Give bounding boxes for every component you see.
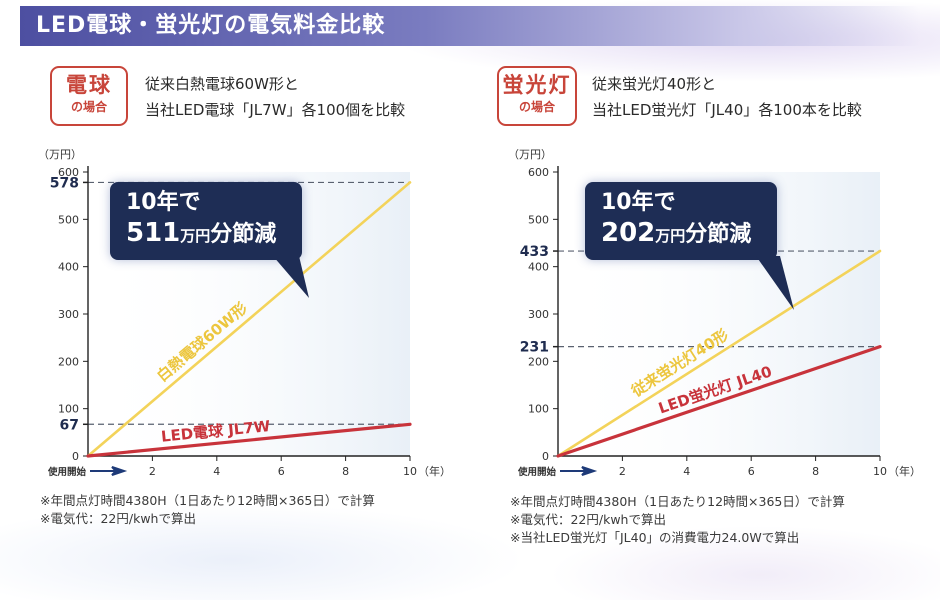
fluorescent-callout-pointer: [756, 256, 794, 310]
bulb-badge-sub: の場合: [70, 100, 107, 114]
bulb-callout-line2: 511万円分節減: [126, 218, 286, 251]
bulb-note-1: ※年間点灯時間4380H（1日あたり12時間×365日）で計算: [40, 493, 375, 508]
fluorescent-series-line-legacy: [556, 249, 882, 458]
bulb-x-unit-label: （年）: [418, 464, 451, 478]
fluorescent-badge-main: 蛍光灯: [502, 73, 572, 97]
fluorescent-reference-label: 433: [520, 244, 549, 260]
bulb-callout-rest: 分節減: [210, 222, 277, 247]
fluorescent-callout-line2: 202万円分節減: [601, 218, 761, 251]
bulb-x-tick-label: 8: [342, 465, 349, 478]
fluorescent-y-tick-label: 300: [528, 308, 549, 321]
fluorescent-note-3: ※当社LED蛍光灯「JL40」の消費電力24.0Wで算出: [510, 530, 800, 545]
bulb-y-unit-label: （万円）: [38, 148, 82, 161]
bulb-callout-line1: 10年で: [126, 190, 201, 215]
fluorescent-start-arrow-icon: [560, 466, 598, 476]
fluorescent-series-line-led: [556, 345, 882, 458]
fluorescent-badge-sub: の場合: [518, 100, 555, 114]
bulb-y-tick-label: 500: [58, 213, 79, 226]
bulb-callout-amount: 511: [126, 218, 181, 248]
fluorescent-y-tick-label: 600: [528, 166, 549, 179]
bulb-badge-main: 電球: [66, 73, 112, 97]
fluorescent-x-tick-label: 10: [873, 465, 887, 478]
bulb-y-tick-label: 600: [58, 166, 79, 179]
fluorescent-y-tick-label: 100: [528, 403, 549, 416]
fluorescent-reference-label: 231: [520, 340, 549, 356]
page-title: LED電球・蛍光灯の電気料金比較: [36, 13, 386, 38]
bulb-x-tick-label: 6: [278, 465, 285, 478]
bulb-x-tick-label: 4: [213, 465, 220, 478]
bulb-savings-callout: 10年で 511万円分節減: [110, 182, 302, 260]
bulb-y-tick-label: 0: [72, 450, 79, 463]
bulb-callout-pointer: [273, 256, 309, 298]
bulb-reference-label: 67: [60, 417, 79, 433]
fluorescent-x-tick-label: 8: [812, 465, 819, 478]
fluorescent-x-tick-label: 6: [748, 465, 755, 478]
fluorescent-savings-callout: 10年で 202万円分節減: [585, 182, 777, 260]
bulb-start-arrow-icon: [90, 466, 128, 476]
bulb-x-start-label: 使用開始: [47, 466, 87, 478]
bulb-x-tick-label: 2: [149, 465, 156, 478]
fluorescent-x-start-label: 使用開始: [517, 466, 557, 478]
fluorescent-x-unit-label: （年）: [888, 464, 921, 478]
fluorescent-y-unit-label: （万円）: [508, 148, 552, 161]
header-band: [20, 6, 920, 46]
fluorescent-comparison-line2: 当社LED蛍光灯「JL40」各100本を比較: [592, 101, 862, 119]
bulb-y-tick-label: 100: [58, 403, 79, 416]
bulb-comparison-line2: 当社LED電球「JL7W」各100個を比較: [145, 101, 406, 119]
fluorescent-x-tick-label: 4: [683, 465, 690, 478]
bulb-series-line-led: [86, 422, 412, 458]
bulb-callout-unit: 万円: [180, 227, 211, 245]
fluorescent-callout-amount: 202: [601, 218, 656, 248]
bulb-series-line-legacy: [86, 181, 412, 458]
bulb-y-tick-label: 300: [58, 308, 79, 321]
fluorescent-comparison-line1: 従来蛍光灯40形と: [592, 75, 717, 93]
fluorescent-y-tick-label: 500: [528, 213, 549, 226]
fluorescent-callout-line1: 10年で: [601, 190, 676, 215]
bulb-type-badge: 電球 の場合: [50, 66, 128, 126]
bulb-note-2: ※電気代：22円/kwhで算出: [40, 511, 196, 526]
bulb-y-tick-label: 400: [58, 261, 79, 274]
fluorescent-type-badge: 蛍光灯 の場合: [497, 66, 577, 126]
bulb-y-tick-label: 200: [58, 355, 79, 368]
bulb-comparison-line1: 従来白熱電球60W形と: [145, 75, 299, 93]
fluorescent-callout-rest: 分節減: [685, 222, 752, 247]
fluorescent-note-1: ※年間点灯時間4380H（1日あたり12時間×365日）で計算: [510, 494, 845, 509]
fluorescent-callout-unit: 万円: [655, 227, 686, 245]
bulb-reference-label: 578: [50, 175, 79, 191]
fluorescent-y-tick-label: 0: [542, 450, 549, 463]
fluorescent-x-tick-label: 2: [619, 465, 626, 478]
fluorescent-note-2: ※電気代：22円/kwhで算出: [510, 512, 666, 527]
fluorescent-y-tick-label: 200: [528, 355, 549, 368]
fluorescent-y-tick-label: 400: [528, 261, 549, 274]
bulb-x-tick-label: 10: [403, 465, 417, 478]
